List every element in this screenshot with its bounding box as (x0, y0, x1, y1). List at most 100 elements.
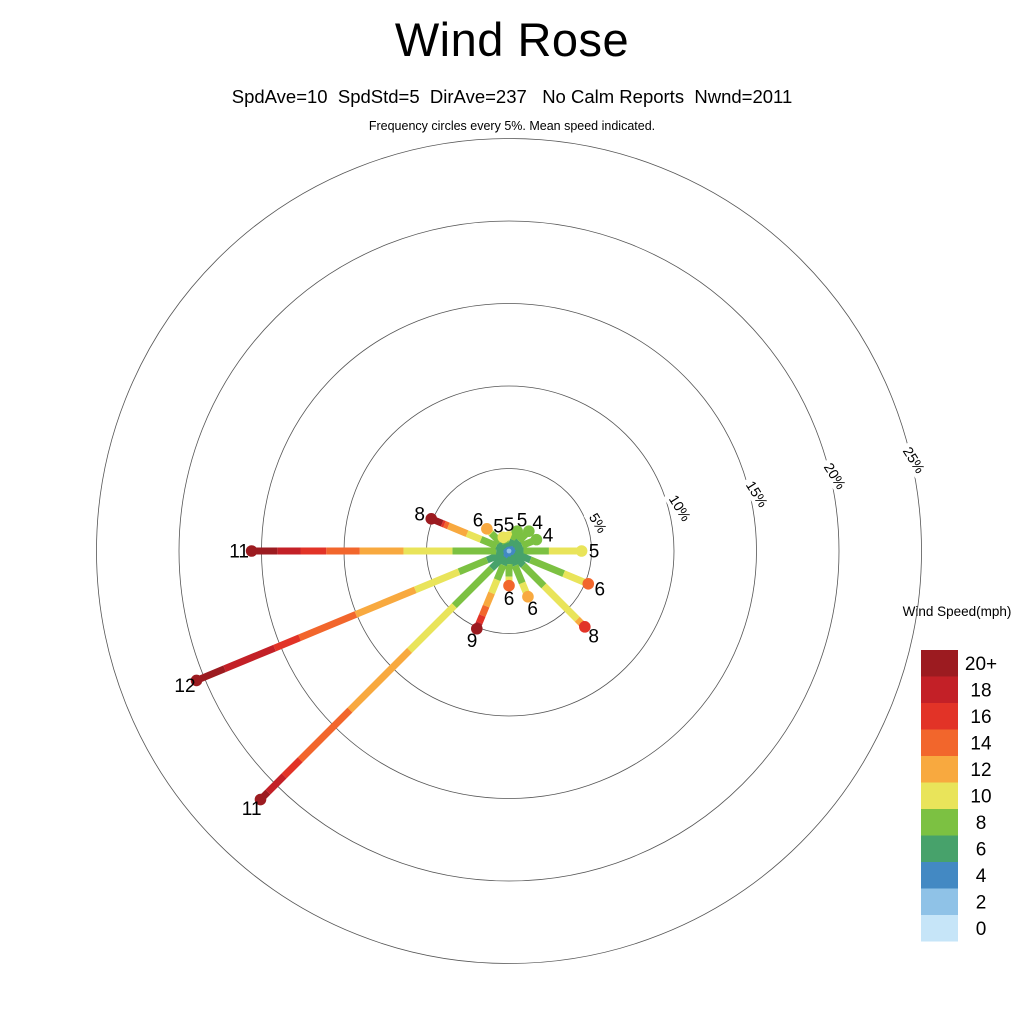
legend-swatch-10mph (921, 782, 958, 809)
mean-speed-label-ENE: 4 (543, 526, 554, 547)
spoke-segment-ESE-8mph (529, 556, 566, 577)
ring-label-group-20: 20% (818, 456, 852, 496)
frequency-ring-25 (96, 138, 922, 964)
spoke-segment-WSW-6mph (485, 550, 505, 564)
mean-speed-label-SW: 11 (242, 799, 262, 820)
spoke-segment-WNW-12mph (447, 522, 469, 537)
spoke-segment-SE-12mph (574, 616, 584, 626)
spoke-segment-SSW-12mph (482, 591, 495, 608)
ring-label-group-25: 25% (897, 440, 931, 480)
spoke-segment-WSW-8mph (457, 556, 489, 575)
spoke-tip-SSE (522, 590, 534, 603)
spoke-segment-WNW-8mph (479, 536, 498, 550)
spoke-segment-SW-16mph (281, 757, 303, 779)
legend-label-6mph: 6 (976, 839, 987, 860)
spoke-segment-WNW-16mph (440, 520, 446, 528)
ring-label-gap (583, 506, 613, 540)
stats-subtitle: SpdAve=10 SpdStd=5 DirAve=237 No Calm Re… (231, 86, 793, 107)
mean-speed-label-S: 6 (504, 589, 515, 610)
spoke-tip-WNW (425, 512, 438, 525)
spoke-SE (506, 548, 591, 633)
legend-label-18mph: 18 (970, 680, 991, 701)
frequency-note: Frequency circles every 5%. Mean speed i… (368, 119, 656, 133)
spoke-segment-SE-10mph (541, 583, 580, 622)
spoke-segment-WSW-16mph (273, 634, 301, 652)
mean-speed-label-WSW: 12 (174, 676, 195, 697)
spoke-tip-SE (579, 621, 591, 633)
mean-speed-label-N: 5 (504, 515, 515, 536)
legend-label-16mph: 16 (970, 707, 991, 728)
spoke-segment-SSW-10mph (488, 578, 501, 595)
spoke-segment-SE-8mph (520, 562, 547, 589)
spoke-tip-NNW (497, 531, 510, 544)
spoke-segment-WSW-12mph (354, 586, 417, 618)
legend-label-8mph: 8 (976, 813, 987, 834)
mean-speed-label-SE: 8 (588, 626, 599, 647)
legend-swatch-0mph (921, 915, 958, 942)
legend-label-20+mph: 20+ (965, 654, 997, 675)
spoke-segment-SW-14mph (297, 707, 353, 763)
legend-swatch-20+mph (921, 650, 958, 677)
legend-swatch-2mph (921, 888, 958, 915)
spoke-tip-ENE (530, 533, 543, 546)
spoke-segment-SW-10mph (407, 603, 457, 653)
spoke-W (245, 545, 509, 557)
spoke-segment-SW-8mph (451, 565, 495, 609)
legend-swatch-18mph (921, 676, 958, 703)
legend-swatch-12mph (921, 756, 958, 783)
legend-label-12mph: 12 (970, 760, 991, 781)
ring-label-group-15: 15% (740, 474, 774, 514)
page-title: Wind Rose (394, 13, 630, 66)
spoke-segment-WSW-14mph (298, 611, 358, 641)
spoke-tip-WSW (190, 674, 203, 687)
frequency-ring-20 (178, 220, 840, 882)
mean-speed-label-WNW: 8 (414, 505, 425, 526)
spoke-tip-ESE (582, 578, 595, 590)
mean-speed-label-E: 5 (589, 542, 600, 563)
spoke-tip-NNE (511, 525, 524, 537)
legend-title: Wind Speed(mph) (902, 604, 1012, 619)
spoke-tip-NW (481, 523, 493, 535)
spoke-tip-E (575, 545, 588, 557)
spoke-segment-SW-6mph (489, 553, 507, 571)
legend-swatch-6mph (921, 835, 958, 862)
hub-dot-inner (506, 548, 512, 554)
mean-speed-label-NE: 4 (532, 513, 543, 534)
spoke-segment-WNW-14mph (443, 521, 450, 530)
mean-speed-label-NNW: 5 (493, 516, 504, 537)
legend-swatch-4mph (921, 862, 958, 889)
ring-label-gap (663, 488, 697, 528)
spoke-WSW (190, 547, 511, 687)
spoke-segment-WNW-10mph (465, 530, 483, 543)
ring-label-group-5: 5% (583, 506, 613, 540)
mean-speed-label-SSW: 9 (467, 631, 478, 652)
legend-swatch-8mph (921, 809, 958, 836)
spoke-segment-SSE-10mph (519, 581, 530, 594)
spoke-tip-W (245, 545, 258, 557)
legend-label-4mph: 4 (976, 866, 987, 887)
mean-speed-label-NNE: 5 (517, 510, 528, 531)
legend-swatch-14mph (921, 729, 958, 756)
legend-label-2mph: 2 (976, 892, 987, 913)
spoke-tip-NE (523, 525, 535, 537)
mean-speed-label-ESE: 6 (595, 579, 606, 600)
spoke-segment-SW-18mph (265, 773, 287, 795)
spoke-segment-SW-12mph (347, 647, 413, 713)
spoke-segment-SSW-14mph (479, 604, 490, 617)
spoke-segment-SSE-8mph (511, 564, 526, 585)
spoke-SW (254, 548, 512, 806)
ring-label-gap (740, 474, 774, 514)
mean-speed-label-SSE: 6 (527, 599, 538, 620)
spoke-segment-WSW-10mph (413, 568, 461, 594)
spoke-segment-WSW-18mph (223, 644, 276, 673)
legend-label-14mph: 14 (970, 733, 992, 754)
spoke-segment-SSW-16mph (476, 614, 486, 624)
legend-label-10mph: 10 (970, 786, 991, 807)
ring-label-gap (897, 440, 931, 480)
spoke-segment-SSW-8mph (493, 563, 507, 582)
legend-label-0mph: 0 (976, 919, 987, 940)
ring-label-gap (818, 456, 852, 496)
spoke-tip-SSW (470, 622, 483, 635)
